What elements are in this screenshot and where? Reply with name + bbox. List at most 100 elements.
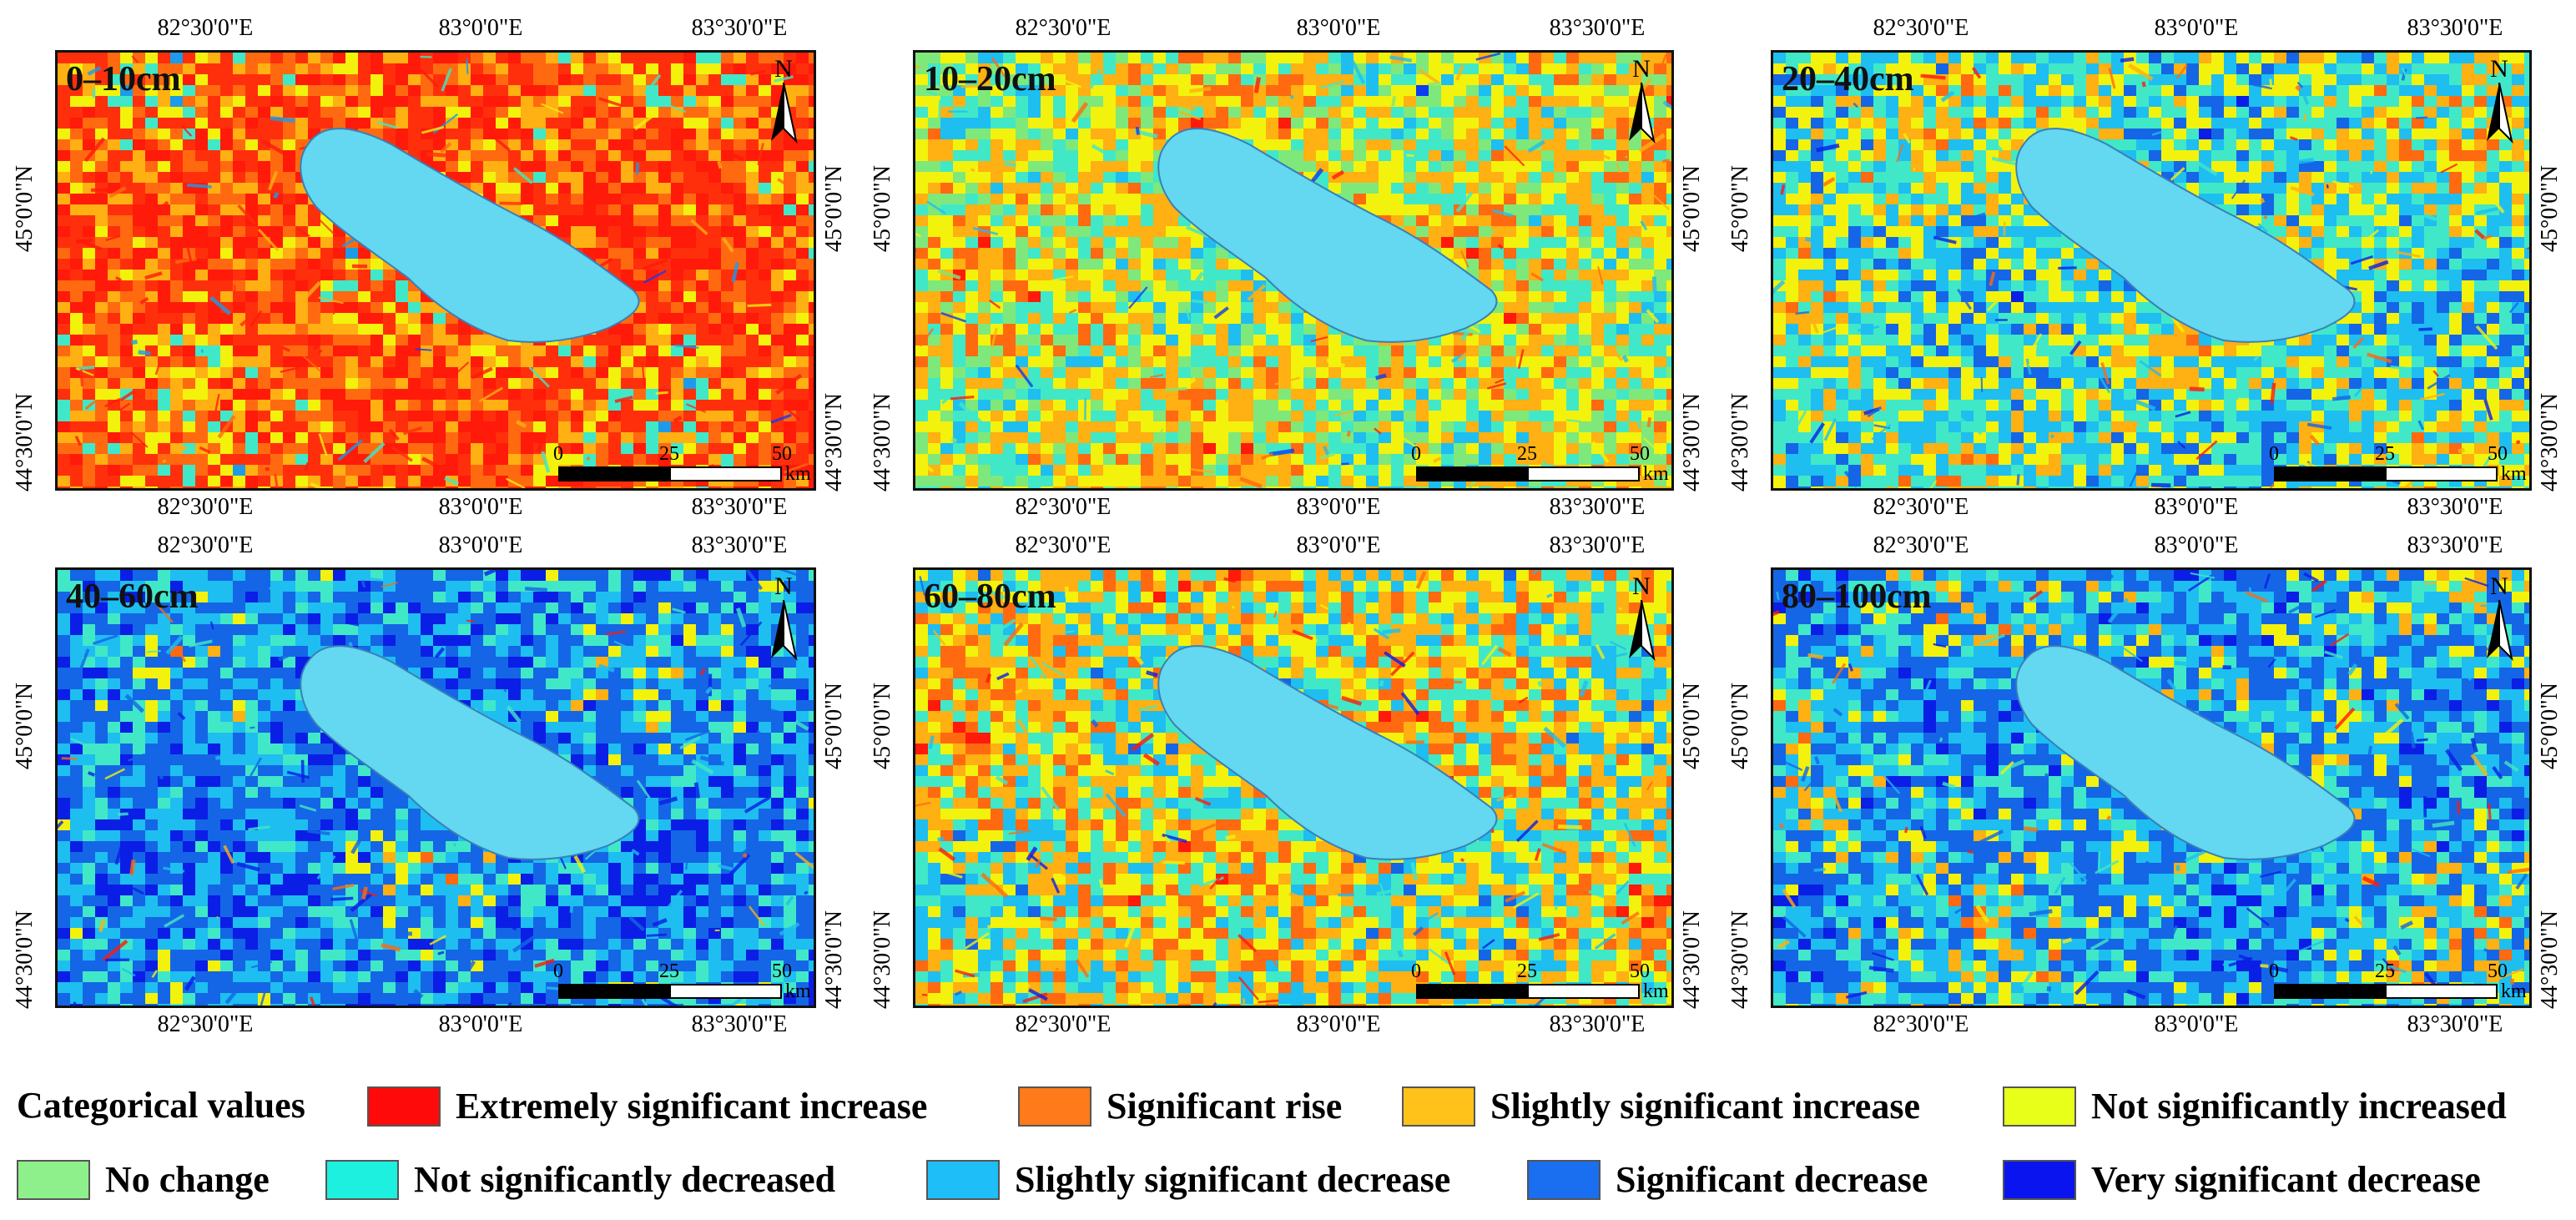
legend-swatch	[325, 1160, 399, 1200]
legend-swatch	[1402, 1086, 1475, 1127]
longitude-label-top: 83°0'0"E	[2154, 15, 2239, 41]
latitude-label-right: 45°0'0"N	[1679, 683, 1705, 769]
longitude-label-top: 83°30'0"E	[691, 15, 788, 41]
longitude-label-bottom: 83°0'0"E	[2154, 494, 2239, 520]
lake-polygon	[300, 128, 640, 343]
longitude-label-bottom: 83°0'0"E	[1296, 1011, 1381, 1037]
raster-map: 0–10cm N 0 25 50 km	[55, 50, 816, 491]
depth-label: 40–60cm	[66, 577, 199, 616]
depth-label: 60–80cm	[924, 577, 1056, 616]
scale-segment-black	[1416, 466, 1527, 481]
latitude-label-right: 45°0'0"N	[821, 165, 847, 252]
depth-label: 0–10cm	[66, 60, 181, 98]
depth-label: 10–20cm	[924, 60, 1056, 98]
depth-label: 80–100cm	[1782, 577, 1932, 616]
scale-tick-label: 50	[1630, 443, 1650, 465]
longitude-label-top: 83°0'0"E	[2154, 532, 2239, 558]
north-label: N	[774, 572, 793, 600]
latitude-label-right: 45°0'0"N	[2537, 165, 2563, 252]
north-label: N	[1632, 55, 1651, 83]
legend-label: Extremely significant increase	[456, 1086, 928, 1127]
raster-map: 20–40cm N 0 25 50 km	[1771, 50, 2532, 491]
raster-map: 80–100cm N 0 25 50 km	[1771, 567, 2532, 1008]
scale-segment-white	[2385, 466, 2498, 481]
latitude-label-left: 44°30'0"N	[12, 393, 38, 492]
longitude-label-top: 82°30'0"E	[157, 532, 254, 558]
scale-unit: km	[785, 463, 811, 485]
scale-tick-label: 0	[1411, 960, 1421, 982]
latitude-label-left: 45°0'0"N	[870, 165, 895, 252]
north-arrow-icon: N	[759, 573, 809, 673]
latitude-label-left: 45°0'0"N	[870, 683, 895, 769]
scale-bar: 0 25 50 km	[553, 960, 811, 1002]
longitude-label-bottom: 82°30'0"E	[1873, 1011, 1969, 1037]
depth-label: 20–40cm	[1782, 60, 1914, 98]
longitude-label-bottom: 83°30'0"E	[1549, 1011, 1646, 1037]
scale-unit: km	[2501, 463, 2527, 485]
map-panel: 82°30'0"E 83°0'0"E 83°30'0"E 82°30'0"E 83°0'…	[858, 517, 1716, 1113]
legend-label: Slightly significant decrease	[1015, 1159, 1451, 1200]
latitude-label-right: 44°30'0"N	[1679, 910, 1705, 1009]
longitude-label-top: 82°30'0"E	[1873, 532, 1969, 558]
scale-tick-label: 50	[2488, 443, 2508, 465]
scale-tick-label: 0	[553, 960, 563, 982]
scale-tick-label: 25	[2375, 960, 2395, 982]
legend-title: Categorical values	[17, 1085, 305, 1126]
scale-tick-label: 50	[1630, 960, 1650, 982]
longitude-label-bottom: 82°30'0"E	[157, 494, 254, 520]
scale-tick-label: 25	[2375, 443, 2395, 465]
lake-polygon	[300, 645, 640, 860]
scale-tick-label: 0	[2269, 960, 2279, 982]
latitude-label-left: 45°0'0"N	[12, 165, 38, 252]
longitude-label-bottom: 83°0'0"E	[438, 1011, 523, 1037]
scale-segment-black	[558, 466, 669, 481]
scale-bar: 0 25 50 km	[2269, 960, 2527, 1002]
scale-tick-label: 0	[553, 443, 563, 465]
legend-label: Significant decrease	[1616, 1159, 1928, 1200]
north-label: N	[1632, 572, 1651, 600]
legend-label: Not significantly increased	[2091, 1086, 2507, 1127]
scale-tick-label: 0	[2269, 443, 2279, 465]
scale-segment-white	[1527, 984, 1640, 999]
legend-item: No change	[17, 1158, 270, 1202]
longitude-label-top: 82°30'0"E	[1015, 15, 1112, 41]
north-label: N	[774, 55, 793, 83]
scale-tick-label: 25	[1517, 960, 1537, 982]
longitude-label-top: 83°0'0"E	[1296, 532, 1381, 558]
legend-label: Slightly significant increase	[1490, 1086, 1920, 1127]
latitude-label-left: 45°0'0"N	[1727, 165, 1753, 252]
legend-swatch	[2003, 1086, 2076, 1127]
map-panel: 82°30'0"E 83°0'0"E 83°30'0"E 82°30'0"E 83°0'…	[858, 0, 1716, 596]
longitude-label-top: 82°30'0"E	[1873, 15, 1969, 41]
legend-item: Slightly significant increase	[1402, 1085, 1920, 1128]
longitude-label-bottom: 83°30'0"E	[2407, 494, 2503, 520]
scale-unit: km	[785, 981, 811, 1002]
scale-unit: km	[2501, 981, 2527, 1002]
scale-tick-label: 50	[772, 443, 792, 465]
legend-swatch	[1527, 1160, 1601, 1200]
lake-polygon	[2015, 128, 2356, 343]
legend-item: Significant rise	[1018, 1085, 1342, 1128]
latitude-label-left: 45°0'0"N	[12, 683, 38, 769]
longitude-label-bottom: 82°30'0"E	[1015, 494, 1112, 520]
lake-polygon	[1157, 645, 1498, 860]
legend-item: Significant decrease	[1527, 1158, 1928, 1202]
raster-map: 60–80cm N 0 25 50 km	[913, 567, 1674, 1008]
longitude-label-bottom: 83°0'0"E	[2154, 1011, 2239, 1037]
legend-item: Not significantly decreased	[325, 1158, 835, 1202]
legend-item: Very significant decrease	[2003, 1158, 2481, 1202]
latitude-label-left: 44°30'0"N	[870, 393, 895, 492]
longitude-label-top: 83°30'0"E	[2407, 532, 2503, 558]
longitude-label-top: 83°0'0"E	[1296, 15, 1381, 41]
raster-map: 40–60cm N 0 25 50 km	[55, 567, 816, 1008]
longitude-label-bottom: 83°0'0"E	[438, 494, 523, 520]
map-panel: 82°30'0"E 83°0'0"E 83°30'0"E 82°30'0"E 83°0'…	[0, 0, 858, 596]
legend-label: Very significant decrease	[2091, 1159, 2481, 1200]
latitude-label-right: 44°30'0"N	[1679, 393, 1705, 492]
latitude-label-left: 44°30'0"N	[1727, 910, 1753, 1009]
scale-segment-white	[1527, 466, 1640, 481]
longitude-label-top: 83°30'0"E	[1549, 15, 1646, 41]
longitude-label-bottom: 82°30'0"E	[1015, 1011, 1112, 1037]
latitude-label-left: 44°30'0"N	[12, 910, 38, 1009]
scale-unit: km	[1643, 463, 1669, 485]
